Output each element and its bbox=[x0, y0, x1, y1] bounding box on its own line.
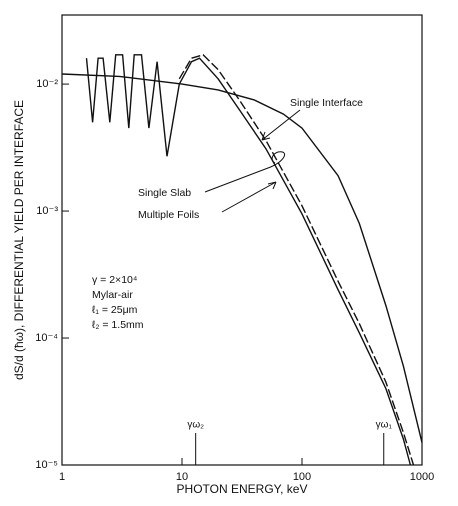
marker-label: γω₁ bbox=[376, 420, 393, 431]
series-line bbox=[61, 73, 423, 443]
parameter: Mylar-air bbox=[92, 289, 133, 301]
x-tick-label: 100 bbox=[293, 471, 311, 483]
annotation-arrow bbox=[204, 151, 286, 193]
y-tick-label: 10⁻³ bbox=[36, 205, 58, 217]
marker-label: γω₂ bbox=[187, 420, 204, 431]
y-axis-label: dS/d (ħω), DIFFERENTIAL YIELD PER INTERF… bbox=[12, 100, 26, 380]
x-tick-label: 10 bbox=[176, 471, 188, 483]
curve-label: Single Slab bbox=[138, 187, 191, 199]
annotation-arrow bbox=[221, 181, 277, 213]
parameter: ℓ₁ = 25μm bbox=[92, 304, 138, 316]
curve-label: Single Interface bbox=[290, 97, 363, 109]
annotation-arrow bbox=[261, 109, 301, 141]
y-tick-label: 10⁻² bbox=[36, 78, 58, 90]
x-tick-label: 1000 bbox=[410, 471, 434, 483]
parameter: γ = 2×10⁴ bbox=[92, 274, 137, 286]
curve-label: Multiple Foils bbox=[138, 209, 199, 221]
plot-frame bbox=[61, 14, 423, 466]
x-axis-label: PHOTON ENERGY, keV bbox=[177, 482, 308, 496]
parameter: ℓ₂ = 1.5mm bbox=[92, 319, 144, 331]
x-tick-label: 1 bbox=[59, 471, 65, 483]
series-line bbox=[85, 54, 412, 466]
series-line bbox=[178, 54, 415, 466]
y-tick-label: 10⁻⁵ bbox=[35, 459, 58, 471]
y-tick-label: 10⁻⁴ bbox=[35, 332, 58, 344]
